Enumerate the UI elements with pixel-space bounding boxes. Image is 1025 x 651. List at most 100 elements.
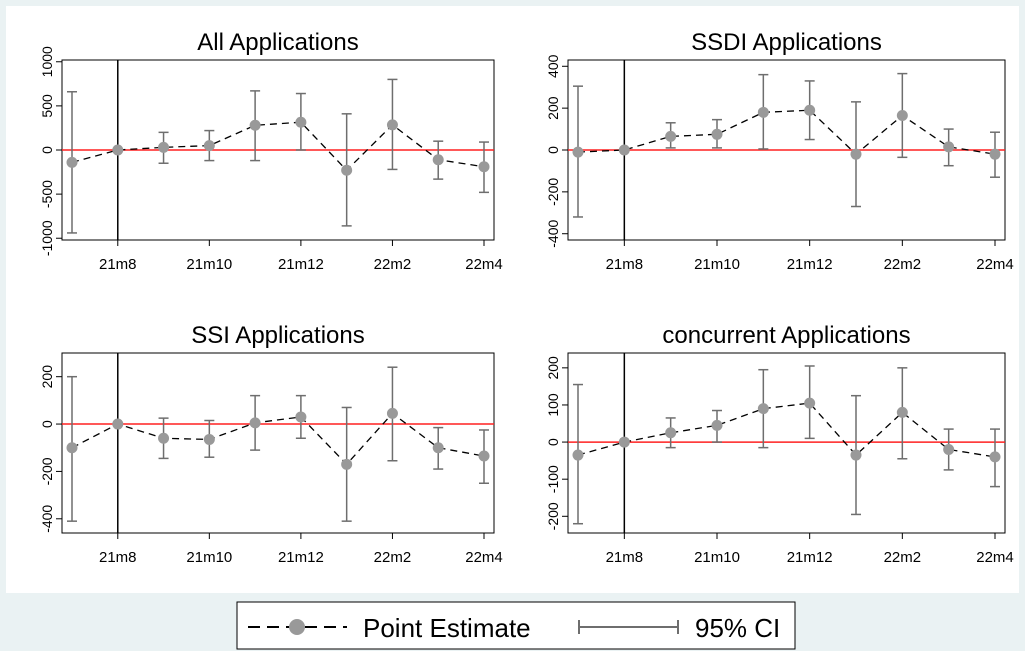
estimate-point <box>66 442 78 454</box>
x-tick-label: 21m8 <box>99 549 137 566</box>
estimate-point <box>989 148 1001 160</box>
panel-title: SSDI Applications <box>691 29 882 56</box>
chart-panel-2: SSDI Applications -400 -200 0 200 400 21m8 21m1… <box>545 29 1014 273</box>
estimate-point <box>386 407 398 419</box>
estimate-point <box>850 449 862 461</box>
estimate-point <box>804 104 816 116</box>
estimate-point <box>295 411 307 423</box>
estimate-point <box>618 436 630 448</box>
estimate-point <box>249 417 261 429</box>
legend-estimate-label: Point Estimate <box>363 613 531 643</box>
estimate-point <box>341 458 353 470</box>
legend-box <box>236 601 796 650</box>
estimate-point <box>896 109 908 121</box>
estimate-point <box>896 406 908 418</box>
y-tick-label: -400 <box>39 505 55 533</box>
y-tick-label: 0 <box>545 438 561 446</box>
estimate-point <box>572 449 584 461</box>
x-tick-label: 21m10 <box>186 256 232 273</box>
estimate-point <box>203 140 215 152</box>
estimate-point <box>295 116 307 128</box>
estimate-line <box>577 402 996 458</box>
y-tick-label: 100 <box>545 393 561 417</box>
estimate-point <box>850 148 862 160</box>
y-tick-label: 0 <box>39 146 55 154</box>
figure-background <box>6 6 1019 593</box>
y-tick-label: -200 <box>39 457 55 485</box>
estimate-point <box>386 119 398 131</box>
y-tick-label: 500 <box>39 94 55 118</box>
estimate-point <box>665 427 677 439</box>
estimate-point <box>618 144 630 156</box>
plot-frame <box>61 352 495 534</box>
y-tick-label: -500 <box>39 180 55 208</box>
x-tick-label: 22m2 <box>374 549 412 566</box>
estimate-line <box>577 109 996 156</box>
estimate-point <box>711 128 723 140</box>
panel-title: All Applications <box>197 29 358 56</box>
x-tick-label: 21m8 <box>606 256 644 273</box>
estimate-point <box>943 141 955 153</box>
x-tick-label: 22m2 <box>884 549 922 566</box>
x-tick-label: 22m4 <box>976 256 1014 273</box>
estimate-point <box>158 432 170 444</box>
legend-ci-key <box>578 620 679 634</box>
y-tick-label: -400 <box>545 220 561 248</box>
x-tick-label: 22m2 <box>884 256 922 273</box>
x-tick-label: 22m4 <box>976 549 1014 566</box>
estimate-point <box>757 403 769 415</box>
chart-panel-4: concurrent Applications -200 -100 0 100 200 21… <box>545 322 1014 566</box>
x-tick-label: 22m4 <box>465 256 503 273</box>
estimate-point <box>203 433 215 445</box>
estimate-point <box>158 141 170 153</box>
estimate-point <box>478 161 490 173</box>
estimate-point <box>112 418 124 430</box>
y-tick-label: 1000 <box>39 46 55 77</box>
panel-title: concurrent Applications <box>662 322 910 349</box>
y-tick-label: -200 <box>545 502 561 530</box>
estimate-point <box>757 106 769 118</box>
y-tick-label: 200 <box>39 365 55 389</box>
y-tick-label: 200 <box>545 96 561 120</box>
estimate-point <box>572 146 584 158</box>
x-tick-label: 21m10 <box>694 549 740 566</box>
x-tick-label: 21m10 <box>186 549 232 566</box>
y-tick-label: 400 <box>545 54 561 78</box>
legend-ci-label: 95% CI <box>695 613 780 643</box>
x-tick-label: 21m12 <box>278 549 324 566</box>
y-tick-label: 0 <box>39 420 55 428</box>
y-tick-label: 0 <box>545 146 561 154</box>
estimate-point <box>804 397 816 409</box>
panel-title: SSI Applications <box>191 322 364 349</box>
x-tick-label: 21m8 <box>606 549 644 566</box>
chart-panel-3: SSI Applications -400 -200 0 200 21m8 21m10 21m… <box>39 322 503 566</box>
x-tick-label: 21m8 <box>99 256 137 273</box>
y-tick-label: 200 <box>545 356 561 380</box>
y-tick-label: -200 <box>545 178 561 206</box>
y-tick-label: -1000 <box>39 220 55 256</box>
x-tick-label: 22m4 <box>465 549 503 566</box>
estimate-point <box>711 419 723 431</box>
estimate-line <box>71 412 485 466</box>
estimate-point <box>432 154 444 166</box>
estimate-point <box>665 130 677 142</box>
estimate-point <box>112 144 124 156</box>
x-tick-label: 22m2 <box>374 256 412 273</box>
estimate-point <box>432 442 444 454</box>
estimate-point <box>249 119 261 131</box>
chart-panel-1: All Applications -1000 -500 0 500 1000 21m8 21m… <box>39 29 503 273</box>
estimate-point <box>66 156 78 168</box>
x-tick-label: 21m12 <box>278 256 324 273</box>
estimate-point <box>478 450 490 462</box>
legend: Point Estimate 95% CI <box>236 601 796 650</box>
y-tick-label: -100 <box>545 465 561 493</box>
x-tick-label: 21m12 <box>787 549 833 566</box>
legend-estimate-key <box>248 619 347 635</box>
estimate-point <box>943 443 955 455</box>
x-tick-label: 21m12 <box>787 256 833 273</box>
estimate-point <box>989 451 1001 463</box>
plot-frame <box>567 352 1006 534</box>
estimate-point <box>341 164 353 176</box>
